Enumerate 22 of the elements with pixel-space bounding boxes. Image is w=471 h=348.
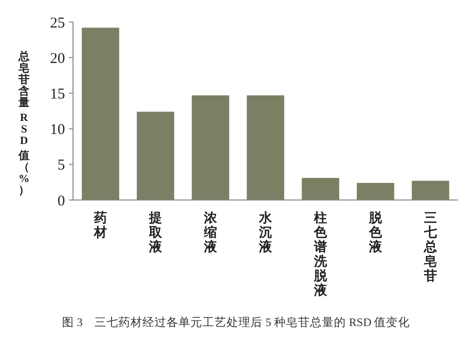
y-tick-label: 25 <box>50 15 65 32</box>
x-tick-label: 浓缩液 <box>203 210 218 254</box>
y-tick-label: 15 <box>50 86 65 102</box>
y-tick-label: 20 <box>50 50 65 67</box>
x-tick-label: 水沉液 <box>258 210 273 254</box>
bar <box>192 95 230 200</box>
y-tick-label: 0 <box>58 193 65 210</box>
bar <box>246 95 284 200</box>
x-tick-label: 柱色谱洗脱液 <box>313 210 328 298</box>
y-tick-label: 10 <box>50 122 65 138</box>
bar <box>136 112 174 200</box>
bar <box>302 178 340 200</box>
x-tick-label: 提取液 <box>148 210 163 254</box>
bar <box>356 182 394 200</box>
x-tick-label: 三七总皂苷 <box>423 210 438 283</box>
y-tick-label: 5 <box>58 158 65 174</box>
x-tick-label: 脱色液 <box>368 210 383 254</box>
text: 总皂苷含量 RSD 值（%） <box>18 51 30 196</box>
caption: 图 3 三七药材经过各单元工艺处理后 5 种皂苷总量的 RSD 值变化 <box>62 315 410 329</box>
bar <box>412 180 450 200</box>
bar <box>82 28 120 200</box>
x-tick-label: 药材 <box>93 210 107 240</box>
